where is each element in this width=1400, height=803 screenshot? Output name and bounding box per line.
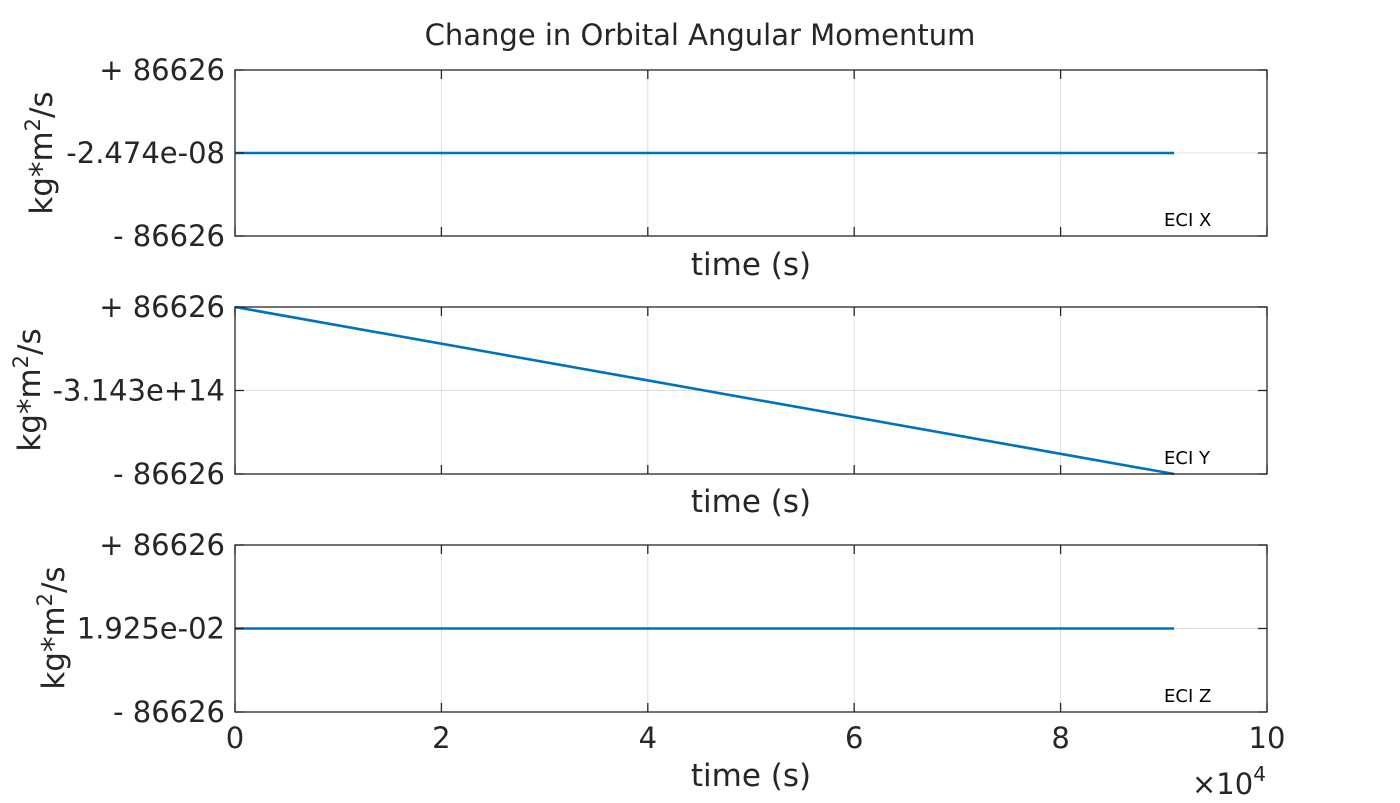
y-axis-label-base: kg*m xyxy=(12,368,48,451)
y-axis-label-exponent: 2 xyxy=(33,593,57,606)
y-axis-label-exponent: 2 xyxy=(9,355,33,368)
y-tick-label: + 86626 xyxy=(99,290,225,324)
subplot-2: + 86626 -3.143e+14 - 86626 time (s) kg*m2/s E… xyxy=(9,290,1268,520)
y-axis-label: kg*m2/s xyxy=(21,91,60,214)
y-tick-label: - 86626 xyxy=(113,457,225,491)
y-tick-label: - 86626 xyxy=(113,219,225,253)
y-tick-label: 1.925e-02 xyxy=(77,612,225,646)
x-multiplier: ×104 xyxy=(1192,762,1266,801)
y-axis-label-suffix: /s xyxy=(36,566,72,593)
x-multiplier-base: ×10 xyxy=(1192,767,1253,801)
y-axis-label-suffix: /s xyxy=(24,91,60,118)
x-tick-label: 10 xyxy=(1249,721,1286,755)
x-axis-label: time (s) xyxy=(691,484,811,520)
subplot-1: + 86626 -2.474e-08 - 86626 time (s) kg*m2/s E… xyxy=(21,53,1268,283)
x-tick-label: 6 xyxy=(845,721,863,755)
series-annotation: ECI Y xyxy=(1164,448,1211,469)
y-tick-label: -2.474e-08 xyxy=(66,136,225,170)
y-axis-label-exponent: 2 xyxy=(21,118,45,131)
x-tick-label: 0 xyxy=(226,721,244,755)
y-tick-label: -3.143e+14 xyxy=(52,374,225,408)
y-axis-label: kg*m2/s xyxy=(33,566,72,689)
y-tick-label: + 86626 xyxy=(99,53,225,87)
y-tick-label: + 86626 xyxy=(99,528,225,562)
x-axis-label: time (s) xyxy=(691,247,811,283)
y-axis-label-base: kg*m xyxy=(24,131,60,214)
series-line xyxy=(234,305,1175,476)
y-axis-label: kg*m2/s xyxy=(9,328,48,451)
x-tick-label: 4 xyxy=(639,721,657,755)
x-axis-label: time (s) xyxy=(691,758,811,794)
y-tick-label: - 86626 xyxy=(113,695,225,729)
x-tick-label: 8 xyxy=(1051,721,1069,755)
y-axis-label-suffix: /s xyxy=(12,328,48,355)
series-annotation: ECI X xyxy=(1164,210,1211,231)
x-tick-label: 2 xyxy=(432,721,450,755)
x-multiplier-exponent: 4 xyxy=(1253,762,1266,786)
chart-title: Change in Orbital Angular Momentum xyxy=(425,18,976,52)
y-axis-label-base: kg*m xyxy=(36,606,72,689)
series-annotation: ECI Z xyxy=(1164,686,1211,707)
